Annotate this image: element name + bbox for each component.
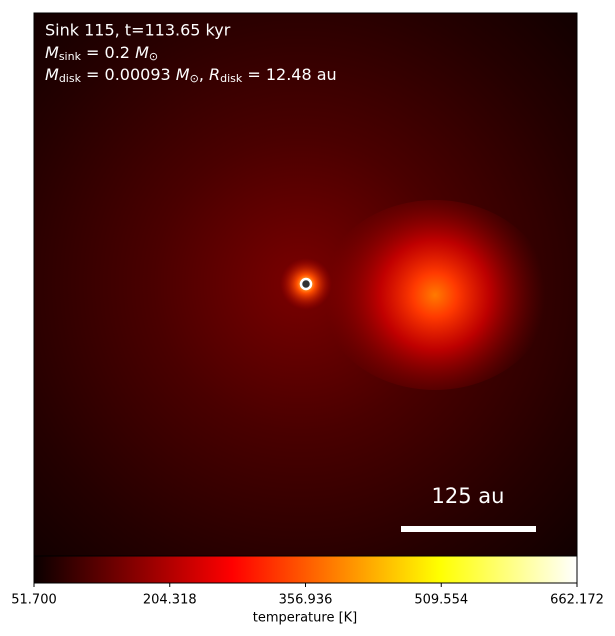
- math: M: [45, 65, 59, 84]
- colorbar: [33, 555, 578, 584]
- sink-marker: [299, 277, 313, 291]
- subscript: ⊙: [190, 72, 199, 85]
- math: = 0.00093: [81, 65, 176, 84]
- math: ,: [199, 65, 209, 84]
- tick-label: 204.318: [143, 593, 197, 608]
- tick-label: 509.554: [414, 593, 468, 608]
- subscript: disk: [220, 72, 243, 85]
- tick-label: 356.936: [279, 593, 333, 608]
- annotation-line: Mdisk = 0.00093 M⊙, Rdisk = 12.48 au: [45, 65, 337, 86]
- hot-region: [320, 200, 550, 390]
- annotation-line: Msink = 0.2 M⊙: [45, 43, 158, 64]
- annotation-line: Sink 115, t=113.65 kyr: [45, 21, 231, 40]
- math: M: [176, 65, 190, 84]
- temperature-map: [34, 13, 577, 556]
- scale-bar-label: 125 au: [432, 484, 505, 508]
- subscript: disk: [59, 72, 82, 85]
- math: = 12.48 au: [242, 65, 336, 84]
- tick-label: 662.172: [550, 593, 604, 608]
- colorbar-label: temperature [K]: [253, 611, 358, 626]
- subscript: ⊙: [149, 50, 158, 63]
- math: M: [45, 43, 59, 62]
- math: R: [209, 65, 220, 84]
- math: = 0.2: [81, 43, 135, 62]
- scale-bar: [401, 526, 536, 532]
- math: M: [135, 43, 149, 62]
- subscript: sink: [59, 50, 82, 63]
- tick-label: 51.700: [11, 593, 57, 608]
